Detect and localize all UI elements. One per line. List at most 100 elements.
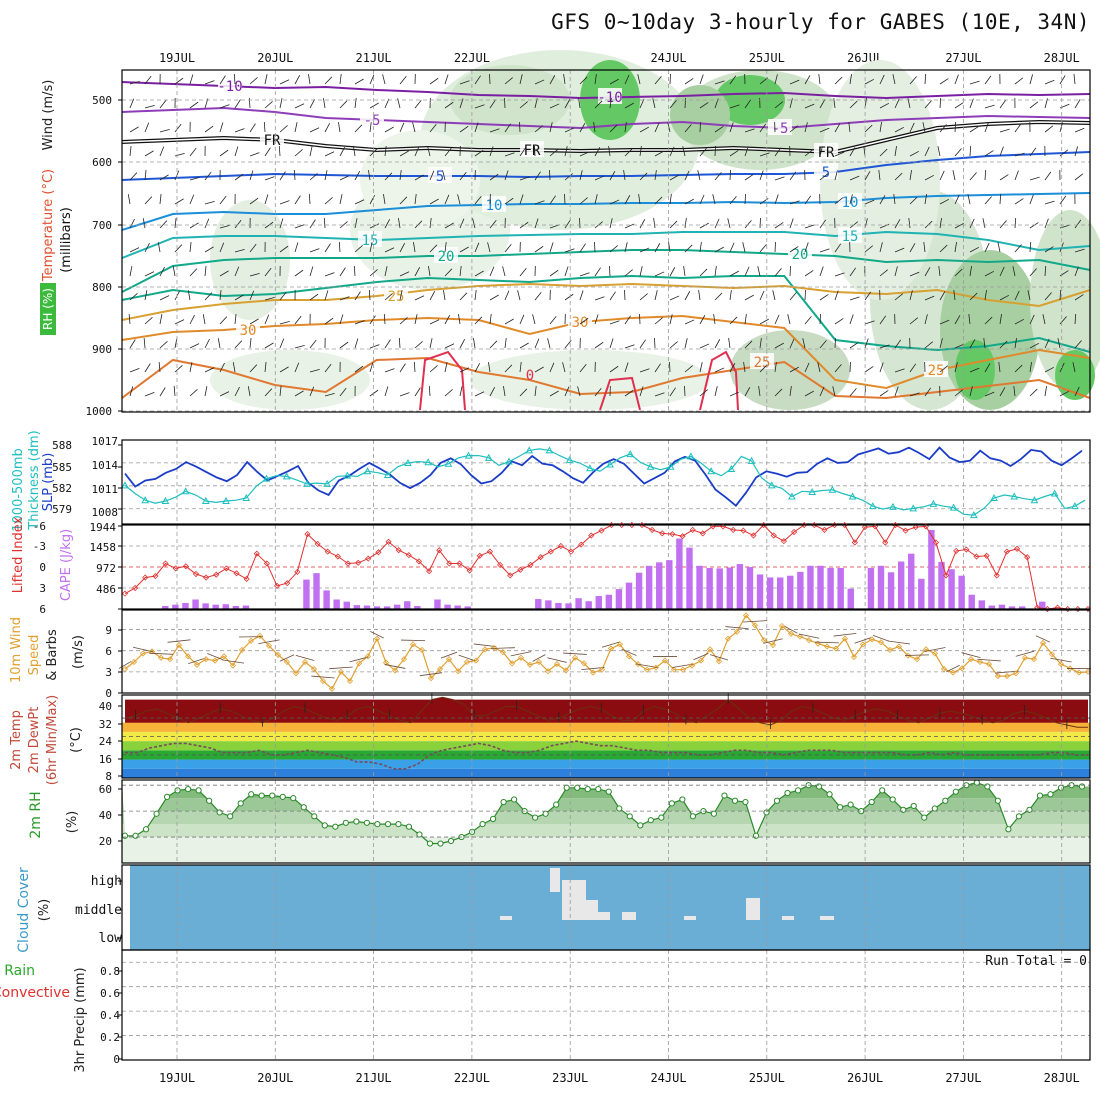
wind-barb <box>744 294 754 301</box>
wind-barb <box>804 195 812 205</box>
wind-barb <box>1059 195 1067 205</box>
wind-barb <box>459 218 465 229</box>
thickness-point-46 <box>585 464 594 472</box>
wind10-point-84 <box>877 639 885 646</box>
isotherm-label-bg-9-0 <box>236 321 260 337</box>
wind-barb <box>294 103 305 109</box>
wind10-barb-66 <box>709 654 729 661</box>
cloud-cell-6 <box>500 916 512 920</box>
rh-point-17 <box>300 804 307 811</box>
wind-barb <box>234 314 237 325</box>
cape-bar-27 <box>393 604 401 609</box>
wind-barb <box>247 386 251 397</box>
wind-barb <box>504 318 514 325</box>
wind-barb <box>429 198 439 205</box>
wind-barb <box>204 386 208 397</box>
li-tick-4: 6 <box>39 603 46 616</box>
wind-barb <box>609 320 620 325</box>
wind-barb <box>234 219 242 229</box>
rh-point-56 <box>710 810 718 817</box>
lifted-index-point-14 <box>263 560 270 567</box>
wind-barb <box>624 122 627 133</box>
wind10-barb-18 <box>279 654 295 662</box>
wind-barb <box>444 343 455 349</box>
wind-barb <box>428 385 431 397</box>
wind-barb <box>1014 217 1017 229</box>
wind10-barb-8 <box>188 657 206 664</box>
wind10-point-104 <box>1057 661 1065 668</box>
wind-barb <box>744 314 747 325</box>
lifted-index-point-5 <box>172 565 179 572</box>
wind-barb <box>159 99 167 109</box>
rh2m-tick-2: 20 <box>99 835 112 848</box>
wind-barb <box>459 386 463 397</box>
wind-barb <box>474 195 482 205</box>
wind-barb <box>458 314 461 325</box>
wind-barb <box>984 290 987 301</box>
lifted-index-point-83 <box>963 546 970 553</box>
wind-barb <box>144 363 151 373</box>
wind-barb <box>684 218 687 229</box>
wind-barb <box>652 98 656 109</box>
wind10-point-88 <box>913 656 921 663</box>
wind-barb <box>924 194 927 205</box>
wind-barb <box>669 361 671 373</box>
wind-barb <box>234 340 243 349</box>
wind-barb <box>517 290 521 301</box>
wind-barb <box>294 315 302 325</box>
wind-barb <box>879 102 890 109</box>
wind-barb <box>414 341 423 349</box>
wind10-point-40 <box>481 646 489 653</box>
wind-barb <box>624 344 635 349</box>
wind-barb <box>923 242 926 253</box>
wind-barb <box>369 362 374 373</box>
wind10-point-60 <box>661 657 669 664</box>
wind-barb <box>999 220 1007 229</box>
wind-barb <box>669 267 676 277</box>
rh-point-86 <box>1026 806 1033 813</box>
wind-barb <box>879 344 890 349</box>
wind-barb <box>564 173 573 181</box>
wind-barb <box>608 146 611 157</box>
lifted-index-point-94 <box>1074 605 1081 613</box>
wind10-point-2 <box>139 650 147 657</box>
wind-barb <box>742 242 746 253</box>
wind-barb <box>579 123 586 133</box>
rh-point-43 <box>574 784 581 791</box>
thickness-point-4 <box>161 496 170 504</box>
wind-barb <box>234 128 245 133</box>
wind-barb <box>144 317 153 325</box>
wind-barb <box>729 270 739 277</box>
wind-barb <box>219 195 227 205</box>
wind-barb <box>354 245 363 253</box>
lifted-index-point-22 <box>344 560 352 567</box>
wind-barb <box>547 338 551 349</box>
wind-barb <box>217 338 221 349</box>
wind-barb <box>804 289 806 301</box>
wind10-point-34 <box>427 675 435 682</box>
rh-point-46 <box>605 788 612 795</box>
thickness-point-84 <box>969 511 978 519</box>
lifted-index-point-65 <box>780 538 787 545</box>
wind10-barb-80 <box>833 632 857 637</box>
wind-barb <box>729 196 737 205</box>
wind-barb <box>849 361 851 373</box>
wind-barb <box>324 317 334 325</box>
lifted-index-point-23 <box>355 559 362 566</box>
cloud-cell-9 <box>782 916 794 920</box>
wind10-point-13 <box>238 646 246 654</box>
wind-barb <box>743 362 746 373</box>
isotherm-label-bg-10-0 <box>750 353 774 369</box>
wind-barb <box>472 218 476 229</box>
wind-barb <box>549 122 553 133</box>
wind-barb <box>264 147 271 157</box>
lifted-index-point-33 <box>456 560 463 567</box>
wind-barb <box>249 338 252 349</box>
cape-bar-71 <box>837 567 844 609</box>
wind-barb <box>909 290 913 301</box>
wind-barb <box>984 316 993 325</box>
wind-barb <box>699 74 704 85</box>
wind-barb <box>1014 364 1023 373</box>
isotherm-label-2-2: FR <box>818 145 835 161</box>
wind-barb <box>909 243 916 253</box>
